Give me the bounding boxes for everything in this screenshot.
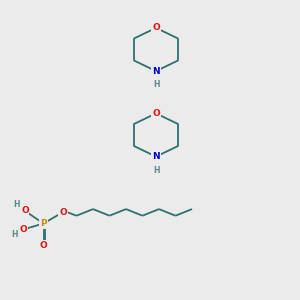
Text: H: H <box>153 166 159 175</box>
Text: O: O <box>19 225 27 234</box>
Text: O: O <box>40 241 47 250</box>
Text: N: N <box>152 67 160 76</box>
Text: P: P <box>40 219 47 228</box>
Text: N: N <box>152 152 160 161</box>
Text: O: O <box>59 208 67 217</box>
Text: O: O <box>21 206 29 215</box>
Text: H: H <box>153 80 159 89</box>
Text: O: O <box>152 23 160 32</box>
Text: H: H <box>13 200 20 209</box>
Text: H: H <box>11 230 17 239</box>
Text: O: O <box>152 109 160 118</box>
